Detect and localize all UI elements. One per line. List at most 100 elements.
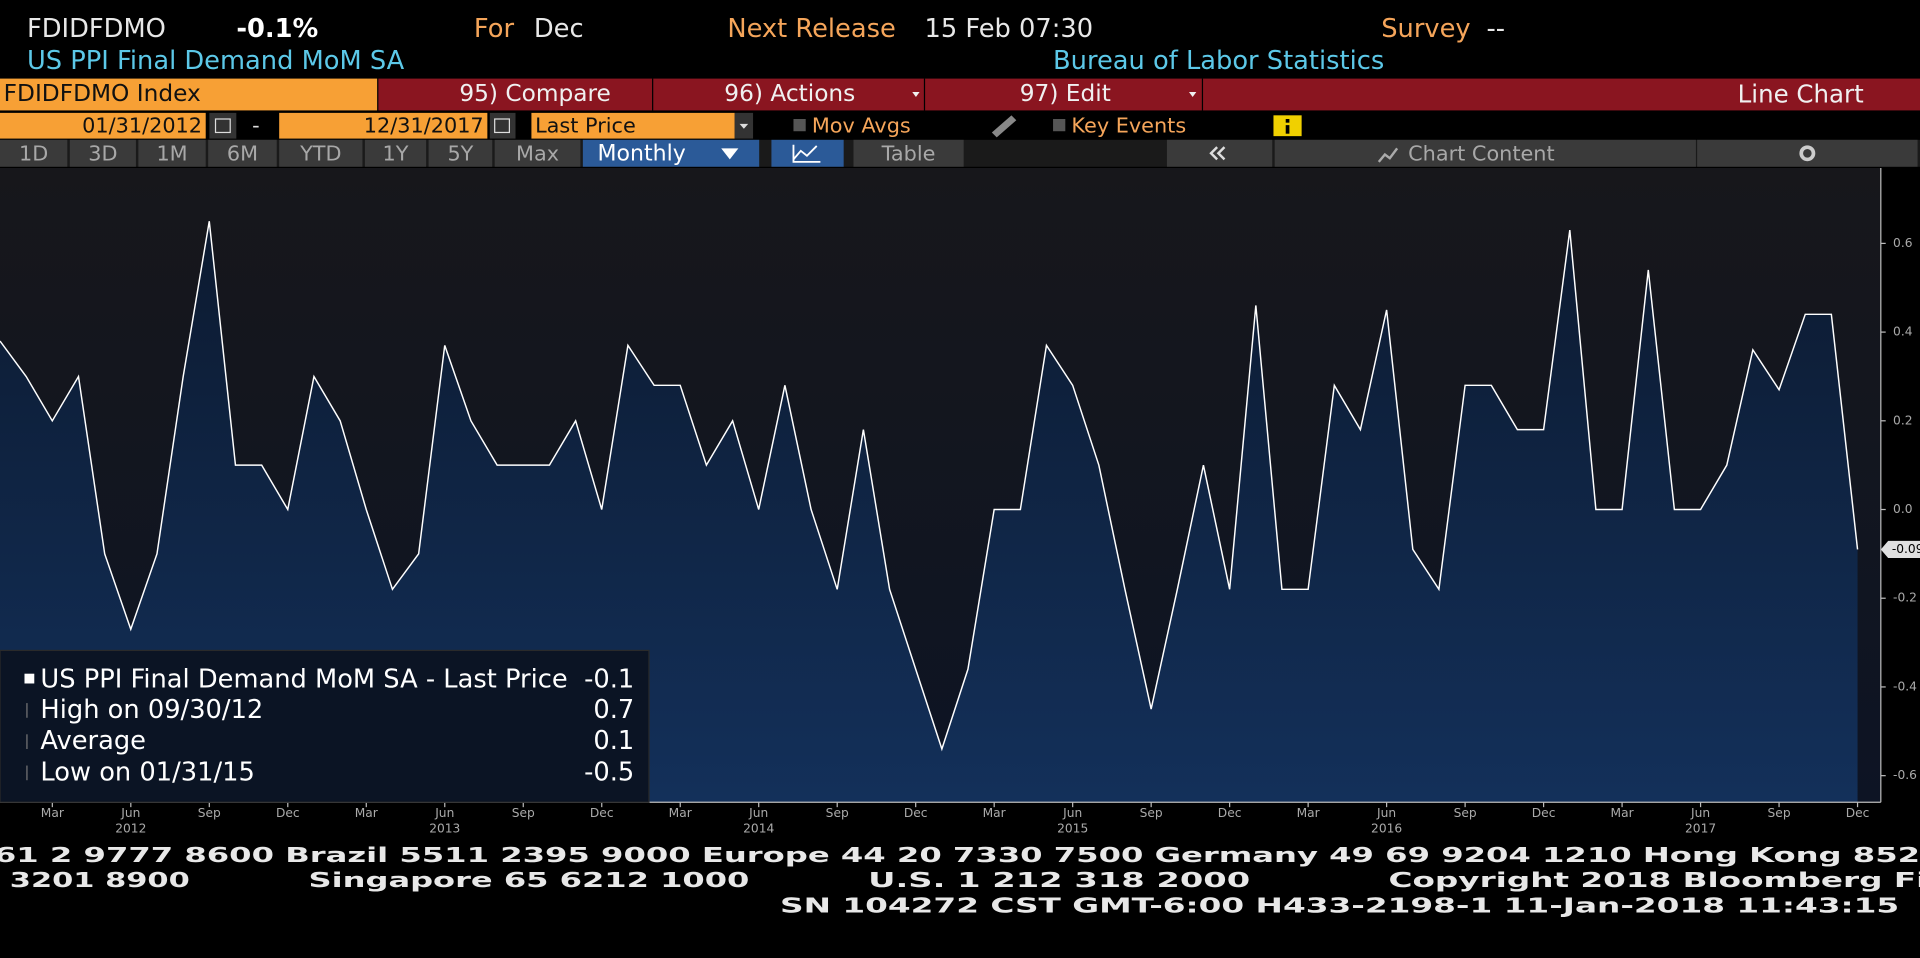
gear-icon <box>1799 145 1816 162</box>
label: For <box>474 14 515 44</box>
info-glyph <box>1285 119 1290 123</box>
legend-label: Low on 01/31/15 <box>40 757 254 787</box>
year-label: 2015 <box>1057 822 1088 836</box>
footer-text: U.S. 1 212 318 2000 <box>868 868 1250 892</box>
x-tick-label: Sep <box>826 806 849 820</box>
x-tick-label: Dec <box>1218 806 1242 820</box>
security-name: US PPI Final Demand MoM SA <box>27 46 405 76</box>
range-button[interactable] <box>364 139 427 167</box>
range-button[interactable] <box>494 139 581 167</box>
end-date: 12/31/2017 <box>364 113 484 137</box>
security-field[interactable] <box>0 78 378 111</box>
last-value-label: -0.09 <box>1892 542 1920 556</box>
y-tick-label: 0.4 <box>1893 325 1913 339</box>
range-label: 5Y <box>447 142 473 166</box>
year-label: 2012 <box>115 822 146 836</box>
start-date: 01/31/2012 <box>82 113 202 137</box>
settings-button[interactable] <box>1697 139 1918 167</box>
range-button[interactable] <box>279 139 363 167</box>
x-tick-label: Sep <box>198 806 221 820</box>
footer-text: Copyright 2018 Bloomberg Fi <box>1389 868 1920 892</box>
table: Table <box>881 142 936 166</box>
legend: US PPI Final Demand MoM SA - Last Price -… <box>0 649 650 803</box>
x-tick-label: Jun <box>1062 806 1082 820</box>
legend-label: High on 09/30/12 <box>40 695 263 725</box>
x-tick-label: Dec <box>1532 806 1556 820</box>
chart-content-icon <box>1377 147 1399 163</box>
line <box>0 221 1859 752</box>
range-label: 1Y <box>383 142 409 166</box>
x-tick-label: Mar <box>41 806 65 820</box>
range-button[interactable] <box>0 139 68 167</box>
footer-text: 3201 8900 <box>10 868 190 892</box>
controls: 01/31/2012 - 12/31/2017 Last Price Mov A… <box>0 112 1302 139</box>
table-button[interactable] <box>853 139 964 167</box>
dropdown-arrow <box>912 92 920 97</box>
x-tick-label: Dec <box>904 806 928 820</box>
range-label: 1M <box>156 142 187 166</box>
legend-value: 0.1 <box>593 726 634 756</box>
chart-icon <box>792 144 821 163</box>
calendar-glyph <box>214 118 231 134</box>
ticker: FDIDFDMO <box>27 14 166 44</box>
footer-text: SN 104272 CST GMT-6:00 H433-2198-1 11-Ja… <box>780 893 1899 917</box>
dropdown-arrow <box>739 123 749 129</box>
calendar-icon[interactable] <box>489 112 516 139</box>
header: FDIDFDMO -0.1% For Dec Next Release 15 F… <box>27 14 1505 76</box>
chart-content: Chart Content <box>1408 142 1554 166</box>
edit[interactable]: 97) Edit <box>1020 80 1111 107</box>
start-date-field[interactable] <box>0 112 206 139</box>
checkbox[interactable] <box>1053 119 1066 132</box>
x-tick-label: Mar <box>983 806 1007 820</box>
checkbox[interactable] <box>793 119 806 132</box>
range-button[interactable] <box>428 139 493 167</box>
footer: 61 2 9777 8600 Brazil 5511 2395 9000 Eur… <box>0 843 1920 917</box>
range-button[interactable] <box>208 139 277 167</box>
year-label: 2016 <box>1371 822 1402 836</box>
footer-text: Singapore 65 6212 1000 <box>309 868 750 892</box>
range-button[interactable] <box>138 139 206 167</box>
legend-title: US PPI Final Demand MoM SA - Last Price <box>40 664 567 694</box>
x-tick-label: Mar <box>355 806 379 820</box>
range-label: 1D <box>19 142 48 166</box>
x-tick-label: Mar <box>1297 806 1321 820</box>
x-tick-label: Mar <box>1611 806 1635 820</box>
security: FDIDFDMO Index <box>4 80 201 107</box>
chart-content-button[interactable] <box>1274 139 1696 167</box>
x-tick-label: Dec <box>590 806 614 820</box>
legend-box <box>0 649 650 803</box>
end-date-field[interactable] <box>279 112 488 139</box>
y-tick-label: -0.6 <box>1893 768 1917 782</box>
legend-value: -0.1 <box>584 664 634 694</box>
value: Dec <box>534 14 584 44</box>
pencil-icon[interactable] <box>991 115 1017 138</box>
label: Survey <box>1381 14 1470 44</box>
compare[interactable]: 95) Compare <box>459 80 611 107</box>
period: Monthly <box>598 142 686 167</box>
calendar-icon[interactable] <box>209 112 237 139</box>
dropdown-arrow <box>1188 92 1197 97</box>
field-select[interactable] <box>531 112 735 139</box>
y-tick-label: 0.0 <box>1893 502 1912 516</box>
x-tick-label: Dec <box>276 806 300 820</box>
range-button[interactable] <box>69 139 136 167</box>
x-tick-label: Jun <box>748 806 768 820</box>
menu-bar <box>378 78 1920 111</box>
mov-avgs: Mov Avgs <box>812 113 911 137</box>
actions[interactable]: 96) Actions <box>724 80 855 107</box>
value: 15 Feb 07:30 <box>924 14 1093 44</box>
range-label: 3D <box>88 142 117 166</box>
last-value-tag <box>1880 540 1920 559</box>
footer-text: 61 2 9777 8600 Brazil 5511 2395 9000 Eur… <box>0 843 1920 867</box>
dropdown-arrow <box>721 148 739 160</box>
x-tick-label: Jun <box>1690 806 1710 820</box>
source: Bureau of Labor Statistics <box>1053 46 1384 76</box>
separator: - <box>252 113 260 137</box>
view: Line Chart <box>1738 80 1864 109</box>
year-label: 2013 <box>429 822 460 836</box>
range-bar: Monthly Table Chart Content 1D 3D 1M 6M YTD 1… <box>0 139 1920 167</box>
range-label: 6M <box>227 142 258 166</box>
x-tick-label: Mar <box>669 806 693 820</box>
y-tick-label: 0.6 <box>1893 236 1913 250</box>
